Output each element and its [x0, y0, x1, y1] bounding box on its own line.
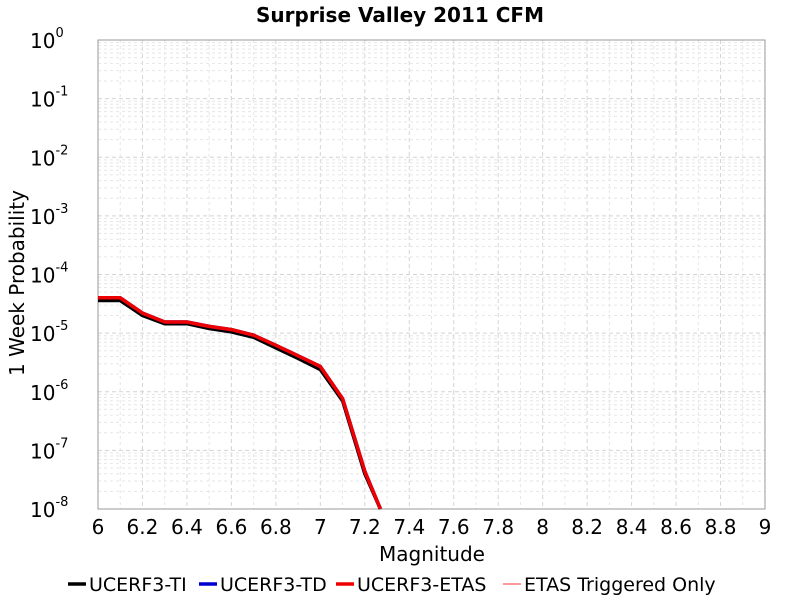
x-tick-label: 6.2 — [127, 515, 159, 539]
y-tick-label: 10-7 — [30, 436, 68, 463]
series-line-ucerf3-etas — [98, 296, 383, 510]
grid — [97, 39, 766, 510]
y-tick-label: 10-5 — [30, 319, 68, 346]
x-tick-label: 6.8 — [260, 515, 292, 539]
x-tick-label: 7.8 — [482, 515, 514, 539]
plot-frame — [97, 39, 766, 510]
x-tick-label: 8.4 — [616, 515, 648, 539]
x-tick-label: 8 — [536, 515, 549, 539]
x-tick-label: 8.2 — [571, 515, 603, 539]
y-tick-label: 10-3 — [30, 202, 68, 229]
x-tick-label: 6.4 — [171, 515, 203, 539]
x-tick-label: 9 — [759, 515, 772, 539]
x-tick-label: 7.2 — [349, 515, 381, 539]
x-tick-label: 7 — [314, 515, 327, 539]
x-tick-label: 8.6 — [660, 515, 692, 539]
x-tick-labels: 6 6.2 6.4 6.6 6.8 7 7.2 7.4 7.6 7.8 8 8.2 8.4 8.6 8.8 9 — [92, 515, 772, 539]
series-lines — [98, 296, 383, 510]
y-tick-label: 10-4 — [30, 261, 68, 288]
legend-label: ETAS Triggered Only — [524, 574, 716, 596]
x-tick-label: 7.4 — [393, 515, 425, 539]
y-tick-label: 10-2 — [30, 143, 68, 170]
series-line-ucerf3-td — [98, 296, 383, 510]
x-tick-label: 7.6 — [438, 515, 470, 539]
x-tick-label: 6 — [92, 515, 105, 539]
y-tick-label: 10-1 — [30, 85, 68, 112]
legend-label: UCERF3-TD — [220, 574, 327, 596]
x-axis-label: Magnitude — [379, 542, 485, 566]
legend-label: UCERF3-ETAS — [357, 574, 486, 596]
chart-title: Surprise Valley 2011 CFM — [256, 3, 544, 27]
y-tick-label: 10-8 — [30, 495, 68, 522]
x-tick-label: 6.6 — [215, 515, 247, 539]
y-axis-label: 1 Week Probability — [5, 190, 29, 376]
y-tick-label: 10-6 — [30, 378, 68, 405]
y-tick-labels: 100 10-1 10-2 10-3 10-4 10-5 10-6 10-7 10-8 — [30, 26, 68, 522]
x-tick-label: 8.8 — [705, 515, 737, 539]
legend: UCERF3-TI UCERF3-TD UCERF3-ETAS ETAS Trigge… — [68, 574, 716, 596]
y-tick-label: 100 — [30, 26, 64, 53]
legend-label: UCERF3-TI — [89, 574, 187, 596]
